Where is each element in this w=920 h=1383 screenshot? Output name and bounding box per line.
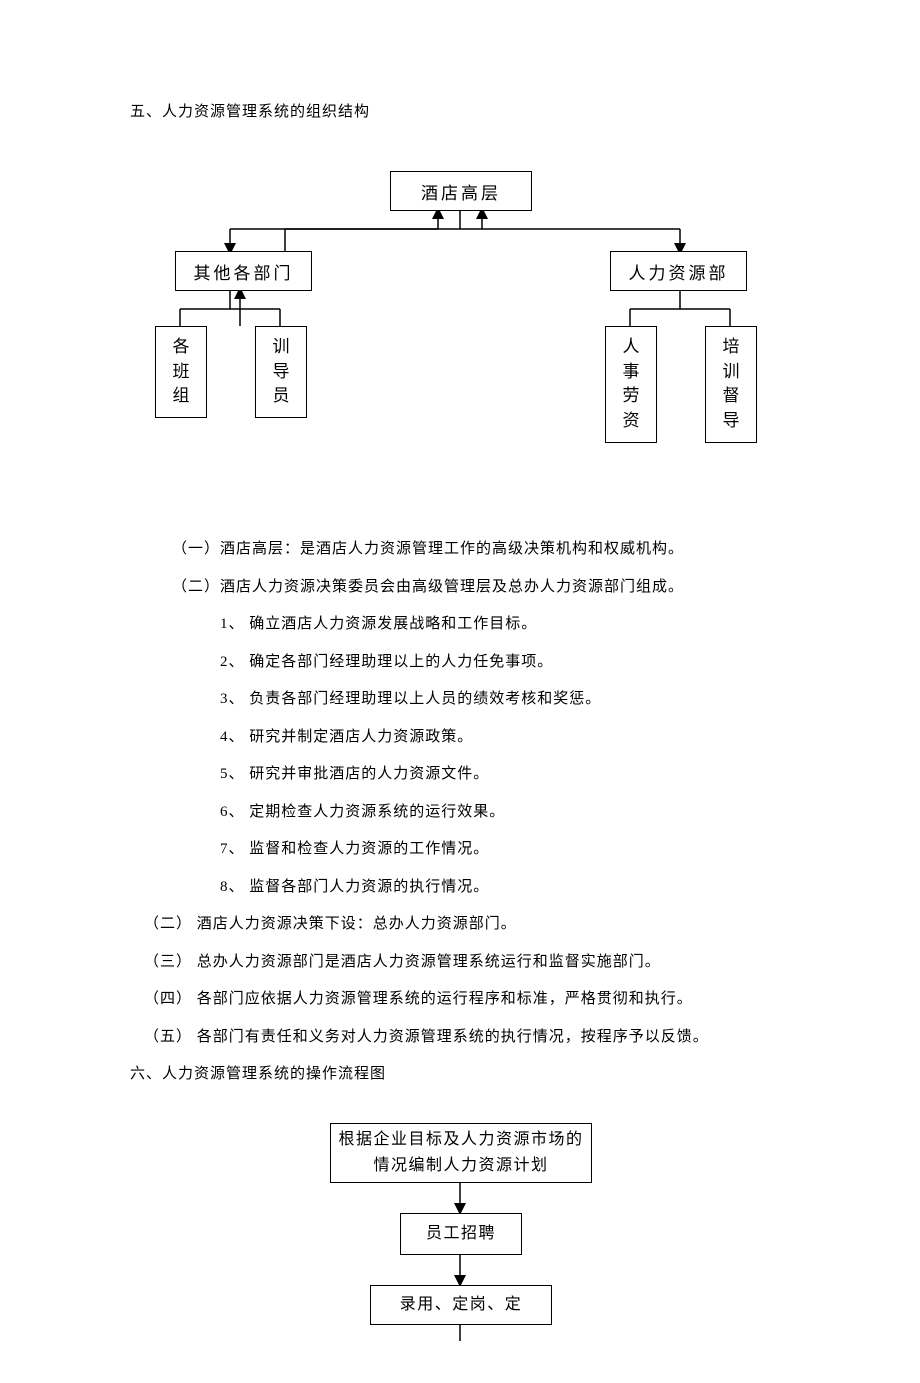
vert-char: 事 [606, 360, 656, 385]
point-3: （二） 酒店人力资源决策下设：总办人力资源部门。 [144, 906, 790, 944]
list-item-3: 3、 负责各部门经理助理以上人员的绩效考核和奖惩。 [220, 681, 790, 719]
org-left-leaf1: 各 班 组 [155, 326, 207, 418]
vert-char: 各 [156, 335, 206, 360]
vert-char: 督 [706, 384, 756, 409]
org-chart-lines [140, 171, 780, 471]
vert-char: 导 [256, 360, 306, 385]
org-right-mid-box: 人力资源部 [610, 251, 747, 291]
list-item-2: 2、 确定各部门经理助理以上的人力任免事项。 [220, 644, 790, 682]
flowchart: 根据企业目标及人力资源市场的 情况编制人力资源计划 员工招聘 录用、定岗、定 [140, 1123, 780, 1343]
org-top-box: 酒店高层 [390, 171, 532, 211]
org-left-leaf2: 训 导 员 [255, 326, 307, 418]
section-6-title: 六、人力资源管理系统的操作流程图 [130, 1062, 790, 1083]
vert-char: 导 [706, 409, 756, 434]
vert-char: 训 [256, 335, 306, 360]
org-right-leaf2: 培 训 督 导 [705, 326, 757, 443]
flow-box-3: 录用、定岗、定 [370, 1285, 552, 1325]
org-left-mid-box: 其他各部门 [175, 251, 312, 291]
vert-char: 员 [256, 384, 306, 409]
list-item-1: 1、 确立酒店人力资源发展战略和工作目标。 [220, 606, 790, 644]
flow-box-1-line2: 情况编制人力资源计划 [373, 1153, 548, 1179]
vert-char: 资 [606, 409, 656, 434]
vert-char: 组 [156, 384, 206, 409]
flow-box-1: 根据企业目标及人力资源市场的 情况编制人力资源计划 [330, 1123, 592, 1183]
point-1: （一）酒店高层：是酒店人力资源管理工作的高级决策机构和权威机构。 [172, 531, 790, 569]
org-chart: 酒店高层 其他各部门 人力资源部 各 班 组 训 导 员 人 事 劳 资 培 训… [140, 171, 780, 471]
vert-char: 人 [606, 335, 656, 360]
vert-char: 培 [706, 335, 756, 360]
list-item-6: 6、 定期检查人力资源系统的运行效果。 [220, 794, 790, 832]
flow-box-2: 员工招聘 [400, 1213, 522, 1255]
org-right-leaf1: 人 事 劳 资 [605, 326, 657, 443]
flow-box-1-line1: 根据企业目标及人力资源市场的 [338, 1127, 583, 1153]
point-5: （四） 各部门应依据人力资源管理系统的运行程序和标准，严格贯彻和执行。 [144, 981, 790, 1019]
body-text: （一）酒店高层：是酒店人力资源管理工作的高级决策机构和权威机构。 （二）酒店人力… [130, 531, 790, 1056]
point-4: （三） 总办人力资源部门是酒店人力资源管理系统运行和监督实施部门。 [144, 944, 790, 982]
section-5-title: 五、人力资源管理系统的组织结构 [130, 100, 790, 121]
point-2: （二）酒店人力资源决策委员会由高级管理层及总办人力资源部门组成。 [172, 569, 790, 607]
point-6: （五） 各部门有责任和义务对人力资源管理系统的执行情况，按程序予以反馈。 [144, 1019, 790, 1057]
list-item-4: 4、 研究并制定酒店人力资源政策。 [220, 719, 790, 757]
vert-char: 劳 [606, 384, 656, 409]
list-item-5: 5、 研究并审批酒店的人力资源文件。 [220, 756, 790, 794]
list-item-7: 7、 监督和检查人力资源的工作情况。 [220, 831, 790, 869]
vert-char: 训 [706, 360, 756, 385]
list-item-8: 8、 监督各部门人力资源的执行情况。 [220, 869, 790, 907]
vert-char: 班 [156, 360, 206, 385]
